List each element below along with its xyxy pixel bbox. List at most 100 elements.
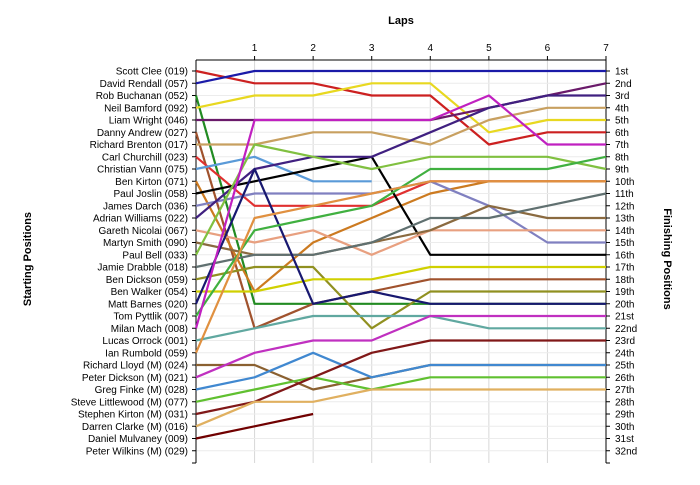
finishing-position-label: 12th <box>615 201 634 212</box>
series-line-13 <box>195 94 606 219</box>
starting-position-label: Gareth Nicolai (067) <box>99 226 188 237</box>
starting-position-label: Peter Wilkins (M) (029) <box>86 446 188 457</box>
starting-position-label: Peter Dickson (M) (021) <box>82 373 188 384</box>
series-line-30 <box>195 388 606 428</box>
lap-tick-label: 3 <box>369 43 375 54</box>
series-line-22 <box>194 94 606 329</box>
finishing-position-label: 13th <box>615 214 634 225</box>
lap-tick-label: 2 <box>310 43 316 54</box>
finishing-position-label: 18th <box>615 275 634 286</box>
series-line-28 <box>195 376 606 403</box>
series-line-6 <box>194 131 606 330</box>
series-line-12 <box>195 180 606 244</box>
starting-position-label: Greg Finke (M) (028) <box>95 385 188 396</box>
axis-labels: 1 2 3 4 5 6 7 Scott Clee (019)David Rendall (05… <box>71 43 638 457</box>
series-line-5 <box>196 82 607 122</box>
series-line-17 <box>195 192 607 269</box>
starting-position-label: Steve Littlewood (M) (077) <box>71 397 188 408</box>
finishing-position-label: 10th <box>615 177 634 188</box>
starting-position-label: Scott Clee (019) <box>116 67 188 78</box>
finishing-position-label: 6th <box>615 128 629 139</box>
starting-position-label: Richard Lloyd (M) (024) <box>83 361 188 372</box>
finishing-position-label: 21st <box>615 312 634 323</box>
starting-position-label: Darren Clarke (M) (016) <box>82 422 188 433</box>
y-axis-left-title: Starting Positions <box>22 212 34 306</box>
finishing-position-label: 15th <box>615 238 634 249</box>
starting-position-label: James Darch (036) <box>103 201 188 212</box>
series-line-20 <box>194 167 606 305</box>
starting-position-label: Paul Bell (033) <box>122 250 188 261</box>
starting-position-label: Neil Bamford (092) <box>104 103 188 114</box>
finishing-position-label: 5th <box>615 116 629 127</box>
finishing-position-label: 26th <box>615 373 634 384</box>
finishing-position-label: 32nd <box>615 446 637 457</box>
finishing-position-label: 3rd <box>615 91 629 102</box>
series-line-2 <box>195 69 606 85</box>
series-line-24 <box>194 180 606 354</box>
series-line-23 <box>195 314 606 342</box>
series-line-18 <box>195 265 606 330</box>
finishing-position-label: 8th <box>615 152 629 163</box>
series-line-26 <box>195 314 606 379</box>
starting-position-label: Ian Rumbold (059) <box>105 348 188 359</box>
starting-position-label: Daniel Mulvaney (009) <box>88 434 188 445</box>
starting-position-label: Martyn Smith (090) <box>103 238 188 249</box>
starting-position-label: Paul Joslin (058) <box>114 189 188 200</box>
lap-tick-label: 4 <box>428 43 434 54</box>
starting-position-label: Richard Brenton (017) <box>90 140 188 151</box>
finishing-position-label: 30th <box>615 422 634 433</box>
finishing-position-label: 20th <box>615 299 634 310</box>
finishing-position-label: 7th <box>615 140 629 151</box>
finishing-position-label: 29th <box>615 410 634 421</box>
starting-position-label: Milan Mach (008) <box>111 324 188 335</box>
lap-tick-label: 7 <box>603 43 609 54</box>
series-line-19 <box>196 265 606 293</box>
finishing-position-label: 27th <box>615 385 634 396</box>
series-line-9 <box>195 155 372 183</box>
starting-position-label: Ben Dickson (059) <box>106 275 188 286</box>
starting-position-label: Matt Barnes (020) <box>108 299 188 310</box>
finishing-position-label: 28th <box>615 397 634 408</box>
finishing-position-label: 24th <box>615 348 634 359</box>
lap-tick-label: 5 <box>486 43 492 54</box>
lap-tick-label: 6 <box>545 43 551 54</box>
finishing-position-label: 23rd <box>615 336 635 347</box>
series-lines <box>194 69 607 440</box>
series-line-16 <box>195 143 607 256</box>
axes <box>192 56 610 464</box>
finishing-position-label: 4th <box>615 103 629 114</box>
starting-position-label: Jamie Drabble (018) <box>97 263 188 274</box>
finishing-position-label: 14th <box>615 226 634 237</box>
series-line-11 <box>195 155 606 256</box>
finishing-position-label: 25th <box>615 361 634 372</box>
starting-position-label: Ben Walker (054) <box>111 287 188 298</box>
finishing-position-label: 11th <box>615 189 634 200</box>
starting-position-label: Ben Kirton (071) <box>115 177 188 188</box>
finishing-position-label: 31st <box>615 434 634 445</box>
lap-tick-label: 1 <box>252 43 258 54</box>
starting-position-label: Danny Andrew (027) <box>97 128 188 139</box>
series-line-14 <box>195 229 606 256</box>
series-line-1 <box>195 69 606 146</box>
starting-position-label: Liam Wright (046) <box>109 116 188 127</box>
starting-position-label: Carl Churchill (023) <box>102 152 188 163</box>
series-line-29 <box>195 339 606 416</box>
starting-position-label: Rob Buchanan (052) <box>96 91 188 102</box>
starting-position-label: Christian Vann (075) <box>97 165 188 176</box>
finishing-position-label: 16th <box>615 250 634 261</box>
starting-position-label: David Rendall (057) <box>100 79 188 90</box>
finishing-position-label: 19th <box>615 287 634 298</box>
starting-position-label: Stephen Kirton (M) (031) <box>78 410 188 421</box>
finishing-position-label: 2nd <box>615 79 632 90</box>
series-line-31 <box>195 412 314 440</box>
starting-position-label: Lucas Orrock (001) <box>102 336 188 347</box>
x-axis-title: Laps <box>388 15 414 27</box>
series-line-7 <box>196 106 606 146</box>
starting-position-label: Adrian Williams (022) <box>93 214 188 225</box>
finishing-position-label: 9th <box>615 165 629 176</box>
y-axis-right-title: Finishing Positions <box>661 208 673 309</box>
series-line-27 <box>195 351 606 391</box>
finishing-position-label: 1st <box>615 67 629 78</box>
